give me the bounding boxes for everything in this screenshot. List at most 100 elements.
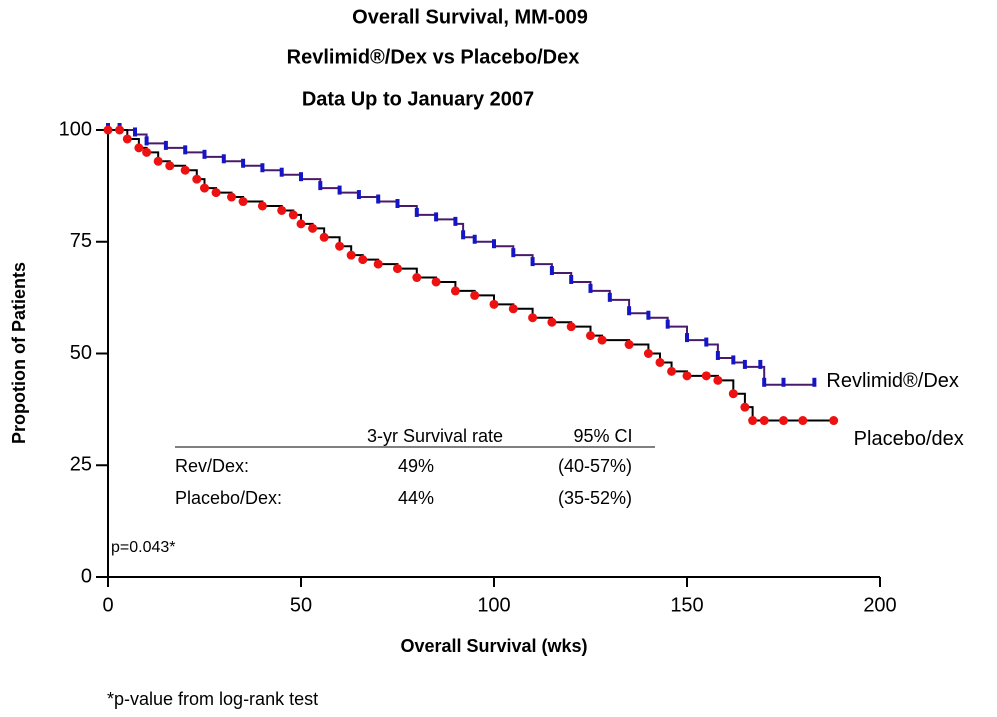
censor-mark <box>431 277 441 287</box>
series-label: Placebo/dex <box>854 428 964 450</box>
censor-mark <box>731 355 736 365</box>
censor-mark <box>202 149 207 159</box>
censor-mark <box>508 304 518 314</box>
censor-mark <box>655 357 665 367</box>
y-tick-label: 25 <box>70 454 92 476</box>
censor-mark <box>142 147 152 157</box>
y-tick-label: 50 <box>70 342 92 364</box>
censor-mark <box>144 136 149 146</box>
censor-mark <box>288 210 298 220</box>
censor-mark <box>241 158 246 168</box>
table-cell: 49% <box>398 456 434 476</box>
footnote: *p-value from log-rank test <box>107 689 318 709</box>
table-cell: 44% <box>398 488 434 508</box>
censor-mark <box>646 310 651 320</box>
censor-mark <box>453 216 458 226</box>
censor-mark <box>238 197 248 207</box>
table-header: 95% CI <box>573 426 632 446</box>
censor-mark <box>607 292 612 302</box>
censor-mark <box>461 230 466 240</box>
table-cell: (35-52%) <box>558 488 632 508</box>
censor-mark <box>759 416 769 426</box>
censor-mark <box>393 264 402 274</box>
y-tick-label: 75 <box>70 230 92 252</box>
censor-mark <box>200 183 209 193</box>
chart-title: Overall Survival, MM-009 <box>352 6 588 28</box>
censor-mark <box>308 223 318 233</box>
y-tick-label: 100 <box>59 118 92 140</box>
censor-mark <box>153 156 163 166</box>
censor-mark <box>665 319 670 329</box>
table-cell: Rev/Dex: <box>175 456 249 476</box>
x-tick-label: 200 <box>863 594 896 616</box>
censor-mark <box>715 350 720 360</box>
table-cell: (40-57%) <box>558 456 632 476</box>
censor-mark <box>624 340 634 350</box>
censor-mark <box>299 172 303 182</box>
censor-mark <box>742 359 747 369</box>
table-header: 3-yr Survival rate <box>367 426 503 446</box>
censor-mark <box>163 140 168 150</box>
censor-mark <box>492 239 496 249</box>
chart-subtitle: Revlimid®/Dex vs Placebo/Dex <box>287 46 580 68</box>
censor-mark <box>165 161 175 171</box>
censor-mark <box>701 371 711 381</box>
censor-mark <box>450 286 460 296</box>
censor-mark <box>356 190 361 200</box>
censor-mark <box>221 154 226 164</box>
censor-mark <box>530 257 535 267</box>
censor-mark <box>211 188 221 198</box>
censor-mark <box>373 259 383 269</box>
censor-mark <box>227 192 237 202</box>
table-cell: Placebo/Dex: <box>175 488 282 508</box>
series-label: Revlimid®/Dex <box>826 370 959 392</box>
censor-mark <box>358 255 368 265</box>
censor-mark <box>122 134 132 144</box>
censor-mark <box>643 349 653 358</box>
censor-mark <box>627 306 632 316</box>
censor-mark <box>511 248 516 258</box>
censor-mark <box>103 125 113 135</box>
censor-mark <box>472 234 477 244</box>
censor-mark <box>337 185 342 195</box>
censor-mark <box>728 389 738 399</box>
censor-mark <box>260 163 265 173</box>
censor-mark <box>762 377 767 387</box>
x-axis-label: Overall Survival (wks) <box>400 636 587 656</box>
censor-mark <box>489 299 499 309</box>
censor-mark <box>597 335 607 345</box>
censor-mark <box>296 219 306 229</box>
censor-mark <box>812 377 817 387</box>
censor-mark <box>277 205 287 215</box>
censor-mark <box>547 317 557 327</box>
x-tick-label: 0 <box>102 594 113 616</box>
x-tick-label: 150 <box>670 594 703 616</box>
y-axis-label: Propotion of Patients <box>9 262 29 444</box>
censor-mark <box>588 283 593 293</box>
censor-mark <box>279 167 284 177</box>
censor-mark <box>395 198 400 208</box>
chart-subtitle: Data Up to January 2007 <box>302 88 534 110</box>
censor-mark <box>318 181 323 191</box>
p-value: p=0.043* <box>111 539 176 556</box>
x-tick-label: 100 <box>477 594 510 616</box>
censor-mark <box>134 143 144 153</box>
censor-mark <box>335 241 345 251</box>
censor-mark <box>704 337 709 347</box>
censor-mark <box>586 331 595 341</box>
censor-mark <box>346 250 356 260</box>
censor-mark <box>781 377 786 387</box>
censor-mark <box>180 165 190 175</box>
censor-mark <box>569 274 574 284</box>
censor-mark <box>319 232 329 242</box>
censor-mark <box>829 416 839 426</box>
censor-mark <box>779 416 788 426</box>
censor-mark <box>682 371 692 381</box>
censor-mark <box>192 174 202 184</box>
censor-mark <box>414 207 419 217</box>
censor-mark <box>434 212 439 222</box>
censor-mark <box>798 416 808 426</box>
x-tick-label: 50 <box>290 594 312 616</box>
censor-mark <box>758 359 763 369</box>
